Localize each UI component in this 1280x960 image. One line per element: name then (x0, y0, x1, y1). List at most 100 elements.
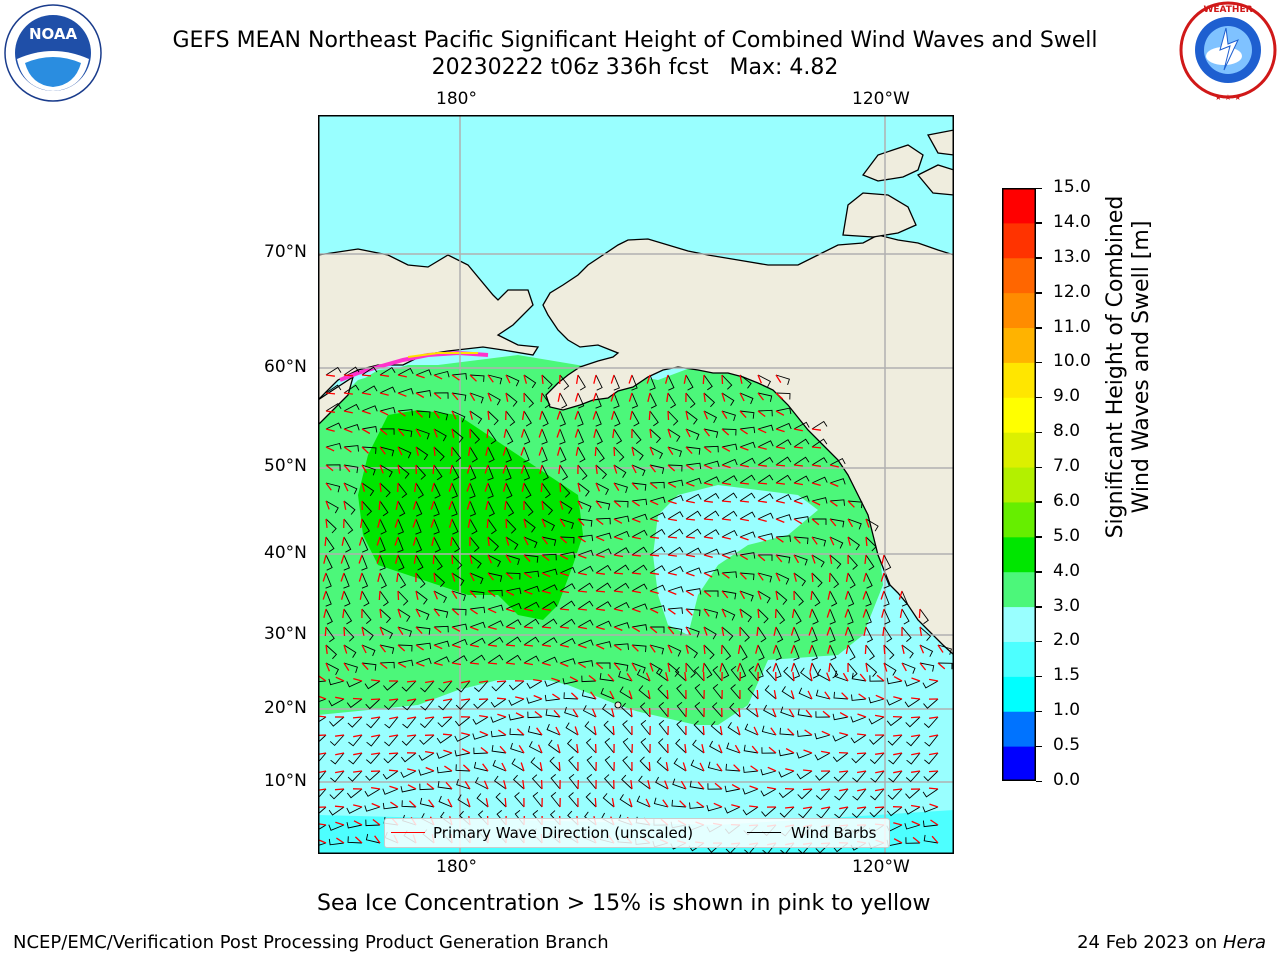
wind-barb (639, 756, 651, 772)
wind-barb (328, 698, 345, 707)
wave-direction-arrow (893, 734, 903, 737)
wave-direction-arrow (569, 676, 579, 682)
wind-barb (415, 500, 423, 517)
wind-barb (487, 464, 494, 481)
wind-barb (512, 774, 525, 790)
wind-barb (775, 608, 786, 625)
wave-direction-arrow (370, 786, 381, 790)
wave-direction-arrow (739, 518, 750, 522)
wind-barb (757, 626, 767, 643)
wave-direction-arrow (378, 500, 381, 511)
wave-direction-arrow (721, 590, 729, 599)
wind-barb (559, 600, 576, 610)
wind-barb (599, 673, 615, 682)
wind-barb (888, 770, 903, 783)
wave-direction-arrow (448, 518, 453, 528)
wind-barb (433, 482, 441, 499)
land-arctic-island-4 (926, 129, 954, 156)
wind-barb (419, 797, 435, 808)
wave-direction-arrow (358, 536, 363, 546)
wave-direction-arrow (667, 410, 670, 421)
wave-direction-arrow (461, 680, 471, 684)
wind-barb (397, 388, 414, 395)
wave-direction-arrow (682, 762, 687, 772)
wave-direction-arrow (739, 392, 745, 402)
sea-ice-caption: Sea Ice Concentration > 15% is shown in … (317, 891, 931, 916)
wave-direction-arrow (342, 608, 345, 618)
wind-barb (328, 838, 345, 846)
wind-barb (793, 516, 810, 523)
wave-direction-arrow (702, 662, 705, 672)
wave-direction-arrow (880, 572, 885, 582)
wind-barb (649, 565, 666, 574)
wind-barb (703, 445, 719, 453)
wind-barb (739, 457, 756, 466)
wave-direction-arrow (413, 554, 417, 564)
noaa-logo-text: NOAA (29, 25, 78, 43)
wind-barb (919, 644, 934, 657)
colorbar-tick-mark (1036, 675, 1042, 678)
wind-barb (523, 554, 539, 563)
wind-barb (811, 536, 827, 547)
wind-barb (649, 446, 664, 460)
wind-barb (703, 476, 720, 484)
wind-barb (325, 464, 341, 471)
wave-direction-arrow (749, 805, 759, 808)
wind-barb (829, 478, 846, 485)
wind-barb (631, 498, 648, 506)
wind-barb (793, 536, 809, 545)
wave-direction-arrow (631, 662, 638, 672)
wind-barb (703, 460, 720, 468)
wave-direction-arrow (757, 500, 767, 503)
wind-barb (901, 626, 912, 642)
wave-direction-arrow (502, 482, 507, 492)
wave-direction-arrow (478, 714, 489, 718)
wave-direction-arrow (791, 608, 795, 619)
wave-direction-arrow (703, 536, 713, 539)
wave-direction-arrow (844, 626, 849, 636)
wind-barb (508, 714, 525, 721)
wave-direction-arrow (447, 798, 453, 808)
wave-direction-arrow (487, 410, 490, 420)
wave-direction-arrow (451, 608, 460, 616)
wind-barb (469, 621, 486, 629)
wave-direction-arrow (503, 780, 507, 790)
wave-direction-arrow (716, 763, 723, 772)
wave-direction-arrow (811, 446, 822, 449)
wind-barb (757, 424, 774, 432)
wave-direction-arrow (829, 536, 835, 546)
wind-barb (622, 720, 633, 736)
wind-barb (689, 780, 705, 790)
wind-barb (541, 600, 558, 610)
wind-barb (343, 482, 358, 495)
wave-direction-arrow (793, 536, 801, 544)
wave-direction-arrow (824, 691, 831, 700)
wave-direction-arrow (685, 500, 695, 504)
wave-direction-arrow (325, 500, 330, 510)
wave-direction-arrow (847, 518, 854, 528)
wave-direction-arrow (803, 769, 813, 772)
wave-direction-arrow (577, 536, 586, 543)
wind-barb (469, 654, 486, 664)
wave-direction-arrow (523, 374, 528, 384)
wind-barb (631, 464, 646, 477)
wind-barb (469, 410, 483, 425)
wave-direction-arrow (631, 446, 635, 456)
wave-direction-arrow (340, 590, 345, 600)
wind-barb (757, 374, 772, 388)
wave-direction-arrow (702, 374, 705, 385)
wind-barb (613, 410, 621, 427)
wave-direction-arrow (613, 626, 623, 632)
wave-direction-arrow (461, 698, 471, 701)
wind-barb (505, 482, 513, 499)
wind-barb (559, 500, 573, 514)
wave-direction-arrow (588, 674, 597, 682)
wind-barb (346, 788, 363, 799)
chart-subtitle: 20230222 t06z 336h fcst Max: 4.82 (431, 55, 839, 80)
wave-direction-arrow (703, 554, 713, 559)
wind-barb (420, 680, 435, 693)
wind-barb (631, 410, 640, 427)
wind-barb (757, 590, 771, 604)
wind-barb (829, 608, 836, 625)
wave-direction-arrow (631, 590, 642, 594)
